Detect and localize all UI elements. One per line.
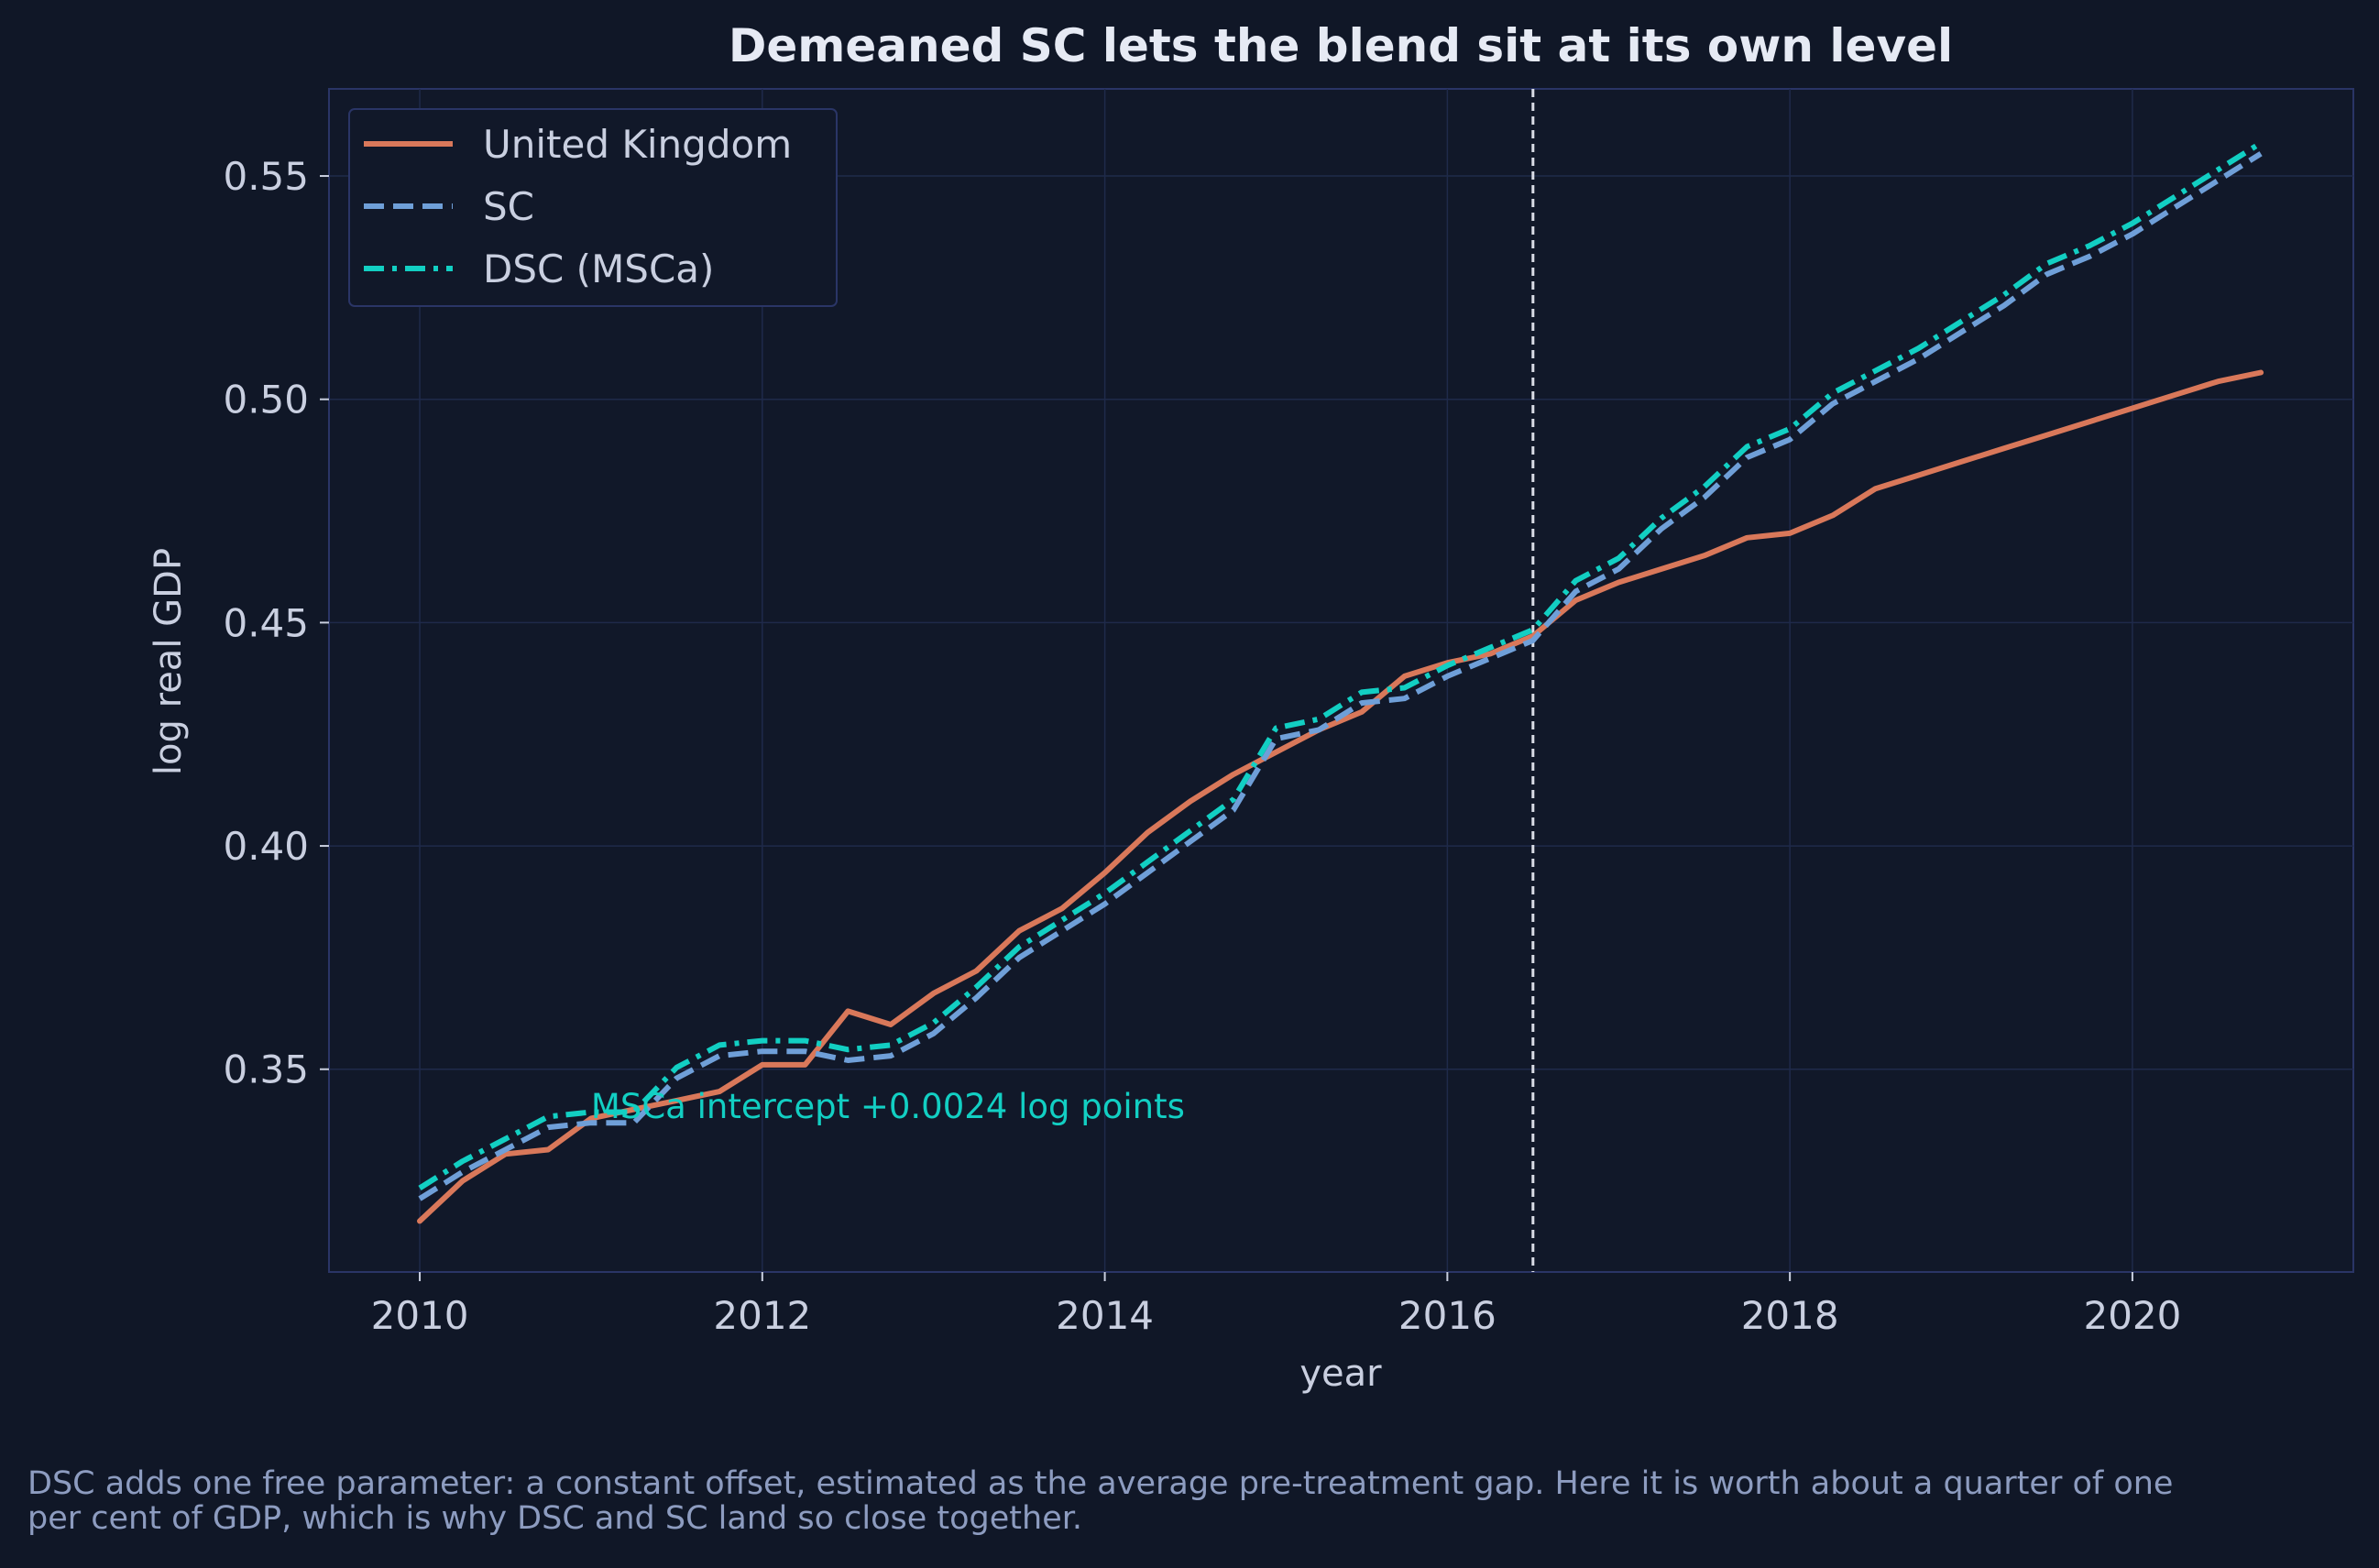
x-tick-label: 2018 xyxy=(1741,1293,1839,1338)
x-axis-label: year xyxy=(1299,1353,1382,1395)
series-line xyxy=(417,369,2264,1224)
series-layer xyxy=(417,140,2264,1224)
x-tick-label: 2016 xyxy=(1398,1293,1496,1338)
axis-ticks: 2010 2012 2014 2016 2018 2020 0.35 0.40 0.45 0.50… xyxy=(223,154,2181,1338)
x-tick-label: 2014 xyxy=(1056,1293,1154,1338)
intercept-annotation: MSCa intercept +0.0024 log points xyxy=(591,1087,1185,1126)
legend-label: SC xyxy=(483,184,534,229)
legend-label: United Kingdom xyxy=(483,122,792,167)
y-tick-label: 0.40 xyxy=(223,824,309,869)
legend-box xyxy=(348,108,838,307)
y-tick-label: 0.45 xyxy=(223,600,309,645)
series-line xyxy=(418,140,2263,1190)
y-axis-label: log real GDP xyxy=(148,548,190,775)
x-tick-label: 2012 xyxy=(713,1293,811,1338)
x-tick-label: 2010 xyxy=(371,1293,469,1338)
chart-title: Demeaned SC lets the blend sit at its ow… xyxy=(729,19,1953,72)
legend: United Kingdom SC DSC (MSCa) xyxy=(348,108,838,307)
series-line xyxy=(418,151,2263,1201)
y-tick-label: 0.55 xyxy=(223,154,309,199)
x-tick-label: 2020 xyxy=(2083,1293,2181,1338)
caption: DSC adds one free parameter: a constant … xyxy=(27,1465,2174,1537)
legend-label: DSC (MSCa) xyxy=(483,247,714,291)
y-tick-label: 0.35 xyxy=(223,1047,309,1092)
y-tick-label: 0.50 xyxy=(223,378,309,422)
